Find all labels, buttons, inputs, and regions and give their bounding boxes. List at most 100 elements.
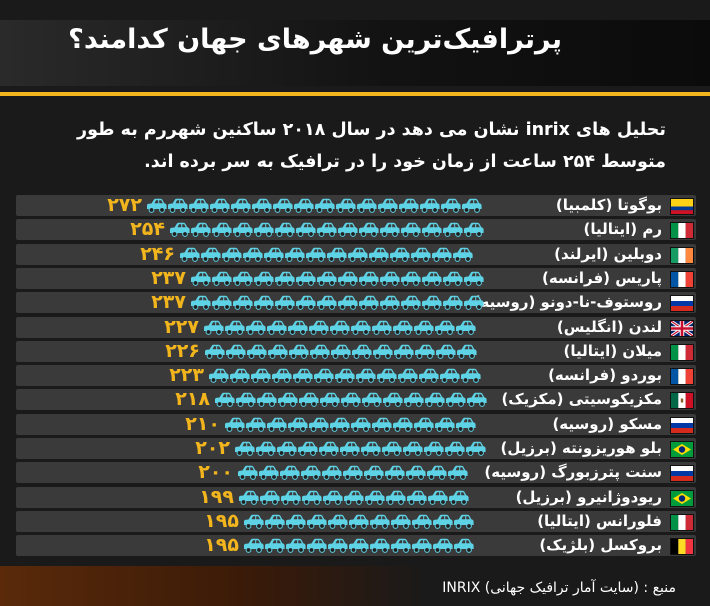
car-icon <box>327 247 347 262</box>
car-icon <box>373 344 393 359</box>
category-label: سنت پترزبورگ (روسیه) <box>484 463 662 482</box>
car-icon <box>415 344 435 359</box>
car-icon <box>210 198 230 213</box>
uk-flag-icon <box>670 319 694 337</box>
car-icon <box>293 368 313 383</box>
car-icon <box>457 344 477 359</box>
chart-row: ریودوژانیرو (برزیل) ۱۹۹ <box>16 485 696 508</box>
car-icon <box>280 466 300 481</box>
car-icon <box>411 247 431 262</box>
car-icon <box>230 368 250 383</box>
car-icon <box>341 393 361 408</box>
car-icon <box>383 393 403 408</box>
data-label: ۲۴۶ <box>140 242 175 265</box>
car-icon <box>349 538 369 554</box>
russia-flag-icon <box>670 416 694 434</box>
car-icon <box>427 466 447 481</box>
ireland-flag-icon <box>670 246 694 264</box>
category-label: بوردو (فرانسه) <box>548 366 662 385</box>
chart-row: مکزیکوسیتی (مکزیک) ۲۱۸ <box>16 388 696 411</box>
car-icon <box>281 490 301 505</box>
car-icon <box>433 538 453 554</box>
car-icon <box>246 417 266 432</box>
car-icon <box>259 466 279 481</box>
car-icon <box>330 320 350 335</box>
car-icon <box>365 490 385 505</box>
car-icon <box>315 198 335 213</box>
car-icon <box>370 538 390 554</box>
category-label: رم (ایتالیا) <box>583 220 662 239</box>
car-icon <box>372 320 392 335</box>
car-icon <box>212 295 232 311</box>
car-icon <box>449 490 469 505</box>
car-icon <box>309 320 329 335</box>
russia-flag-icon <box>670 465 694 483</box>
car-icon <box>278 393 298 408</box>
category-label: مکزیکوسیتی (مکزیک) <box>501 390 662 409</box>
chart-row: مسکو (روسیه) ۲۱۰ <box>16 413 696 435</box>
data-label: ۲۷۲ <box>107 194 142 216</box>
car-icon <box>191 295 211 311</box>
bar-mark <box>170 223 484 238</box>
car-icon <box>191 223 211 238</box>
car-icon <box>466 441 486 456</box>
bar-mark <box>191 295 484 311</box>
car-icon <box>343 466 363 481</box>
brazil-flag-icon <box>670 441 694 458</box>
car-icon <box>407 490 427 505</box>
car-icon <box>393 417 413 432</box>
car-icon <box>454 514 474 529</box>
data-label: ۲۵۴ <box>130 218 165 241</box>
data-label: ۱۹۹ <box>199 485 234 508</box>
car-icon <box>361 441 381 456</box>
bar-mark <box>239 490 469 505</box>
car-icon <box>222 247 242 262</box>
category-label: ریودوژانیرو (برزیل) <box>515 487 662 506</box>
car-icon <box>378 198 398 213</box>
car-icon <box>288 417 308 432</box>
footer-glow <box>0 566 710 606</box>
car-icon <box>394 344 414 359</box>
car-icon <box>401 223 421 238</box>
chart-row: سنت پترزبورگ (روسیه) ۲۰۰ <box>16 461 696 484</box>
car-icon <box>189 198 209 213</box>
chart-row: رم (ایتالیا) ۲۵۴ <box>16 218 696 241</box>
car-icon <box>257 393 277 408</box>
car-icon <box>205 344 225 359</box>
category-label: بوگوتا (کلمبیا) <box>555 196 662 214</box>
car-icon <box>359 223 379 238</box>
car-icon <box>422 223 442 238</box>
car-icon <box>393 320 413 335</box>
bar-mark <box>244 538 474 554</box>
car-icon <box>356 368 376 383</box>
car-icon <box>344 490 364 505</box>
page-title: پرترافیک‌ترین شهرهای جهان کدامند؟ <box>68 24 562 55</box>
data-label: ۲۳۷ <box>151 266 186 289</box>
car-icon <box>286 538 306 554</box>
category-label: بلو هوریزونته (برزیل) <box>500 439 662 457</box>
car-icon <box>317 223 337 238</box>
car-icon <box>441 198 461 213</box>
car-icon <box>239 490 259 505</box>
car-icon <box>209 368 229 383</box>
car-icon <box>406 466 426 481</box>
russia-flag-icon <box>670 295 694 313</box>
bar-mark <box>225 417 476 432</box>
car-icon <box>372 417 392 432</box>
category-label: پاریس (فرانسه) <box>542 268 662 287</box>
car-icon <box>302 490 322 505</box>
car-icon <box>267 320 287 335</box>
car-icon <box>286 514 306 529</box>
car-icon <box>436 344 456 359</box>
car-icon <box>277 441 297 456</box>
car-icon <box>317 271 337 286</box>
belgium-flag-icon <box>670 538 694 556</box>
car-icon <box>238 466 258 481</box>
car-icon <box>247 344 267 359</box>
car-icon <box>467 393 487 408</box>
car-icon <box>433 514 453 529</box>
chart-row: بروکسل (بلژیک) ۱۹۵ <box>16 534 696 557</box>
car-icon <box>422 295 442 311</box>
chart-row: میلان (ایتالیا) ۲۲۶ <box>16 340 696 362</box>
car-icon <box>225 320 245 335</box>
